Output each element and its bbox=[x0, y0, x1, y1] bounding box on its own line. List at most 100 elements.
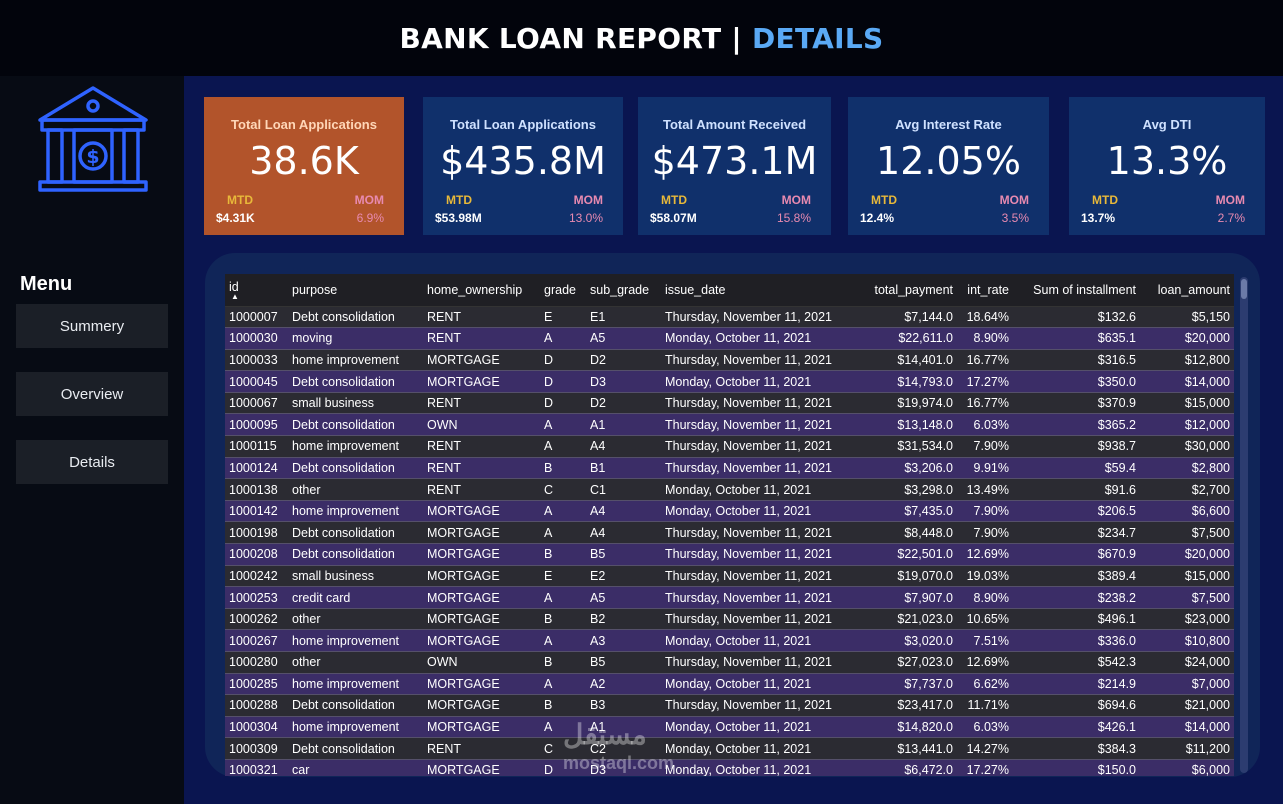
column-header-grade[interactable]: grade bbox=[540, 274, 586, 307]
table-cell: 16.77% bbox=[957, 349, 1013, 372]
table-cell: Monday, October 11, 2021 bbox=[661, 370, 840, 393]
table-cell: Debt consolidation bbox=[288, 413, 423, 437]
table-cell: RENT bbox=[423, 737, 540, 760]
table-row[interactable]: 1000095 Debt consolidation OWN A A1 Thursday,… bbox=[225, 413, 1234, 437]
kpi-card-loan-amount[interactable]: Total Loan Applications $435.8M MTD MOM … bbox=[423, 97, 623, 235]
table-cell: $2,800 bbox=[1140, 457, 1234, 480]
kpi-title: Avg DTI bbox=[1142, 117, 1192, 132]
table-cell: A4 bbox=[586, 435, 661, 458]
table-row[interactable]: 1000309 Debt consolidation RENT C C2 Monday, … bbox=[225, 737, 1234, 760]
table-row[interactable]: 1000030 moving RENT A A5 Monday, October 11, … bbox=[225, 327, 1234, 350]
table-cell: A3 bbox=[586, 629, 661, 652]
column-header-home-ownership[interactable]: home_ownership bbox=[423, 274, 540, 307]
table-row[interactable]: 1000124 Debt consolidation RENT B B1 Thursday… bbox=[225, 457, 1234, 480]
column-header-issue-date[interactable]: issue_date bbox=[661, 274, 840, 307]
table-cell: $3,298.0 bbox=[840, 478, 957, 501]
table-cell: MORTGAGE bbox=[423, 500, 540, 523]
table-cell: RENT bbox=[423, 478, 540, 501]
table-row[interactable]: 1000262 other MORTGAGE B B2 Thursday, Novembe… bbox=[225, 608, 1234, 631]
table-cell: B bbox=[540, 608, 586, 631]
table-cell: 1000138 bbox=[225, 478, 288, 501]
table-row[interactable]: 1000142 home improvement MORTGAGE A A4 Monday… bbox=[225, 500, 1234, 523]
table-cell: $214.9 bbox=[1013, 673, 1140, 696]
column-header-purpose[interactable]: purpose bbox=[288, 274, 423, 307]
table-cell: $91.6 bbox=[1013, 478, 1140, 501]
table-cell: 17.27% bbox=[957, 370, 1013, 393]
table-row[interactable]: 1000267 home improvement MORTGAGE A A3 Monday… bbox=[225, 629, 1234, 652]
table-cell: home improvement bbox=[288, 435, 423, 458]
table-cell: 1000285 bbox=[225, 673, 288, 696]
nav-overview-button[interactable]: Overview bbox=[16, 372, 168, 416]
sidebar: $ Menu Summery Overview Details bbox=[0, 76, 184, 804]
table-row[interactable]: 1000198 Debt consolidation MORTGAGE A A4 Thur… bbox=[225, 521, 1234, 545]
table-cell: $336.0 bbox=[1013, 629, 1140, 652]
column-header-sub-grade[interactable]: sub_grade bbox=[586, 274, 661, 307]
table-cell: D3 bbox=[586, 759, 661, 776]
table-row[interactable]: 1000253 credit card MORTGAGE A A5 Thursday, N… bbox=[225, 586, 1234, 609]
column-header-int-rate[interactable]: int_rate bbox=[957, 274, 1013, 307]
table-cell: 1000321 bbox=[225, 759, 288, 776]
table-row[interactable]: 1000115 home improvement RENT A A4 Thursday, … bbox=[225, 435, 1234, 458]
kpi-card-avg-dti[interactable]: Avg DTI 13.3% MTD MOM 13.7% 2.7% bbox=[1069, 97, 1265, 235]
scrollbar-thumb[interactable] bbox=[1241, 279, 1247, 299]
table-cell: MORTGAGE bbox=[423, 586, 540, 609]
table-cell: $7,435.0 bbox=[840, 500, 957, 523]
table-cell: Debt consolidation bbox=[288, 694, 423, 717]
table-row[interactable]: 1000285 home improvement MORTGAGE A A2 Monday… bbox=[225, 673, 1234, 696]
kpi-card-applications-count[interactable]: Total Loan Applications 38.6K MTD MOM $4… bbox=[204, 97, 404, 235]
table-cell: 8.90% bbox=[957, 327, 1013, 350]
table-cell: 12.69% bbox=[957, 543, 1013, 566]
table-cell: Debt consolidation bbox=[288, 543, 423, 566]
table-row[interactable]: 1000067 small business RENT D D2 Thursday, No… bbox=[225, 392, 1234, 415]
table-cell: A4 bbox=[586, 521, 661, 545]
nav-details-button[interactable]: Details bbox=[16, 440, 168, 484]
table-row[interactable]: 1000033 home improvement MORTGAGE D D2 Thursd… bbox=[225, 349, 1234, 372]
kpi-mtd-label: MTD bbox=[227, 193, 253, 207]
table-cell: 19.03% bbox=[957, 565, 1013, 588]
table-scrollbar[interactable] bbox=[1240, 277, 1248, 773]
sort-ascending-icon: ▲ bbox=[231, 291, 239, 301]
table-cell: Debt consolidation bbox=[288, 457, 423, 480]
table-cell: 1000208 bbox=[225, 543, 288, 566]
table-cell: B1 bbox=[586, 457, 661, 480]
table-row[interactable]: 1000208 Debt consolidation MORTGAGE B B5 Thur… bbox=[225, 543, 1234, 566]
table-cell: A bbox=[540, 413, 586, 437]
table-cell: A1 bbox=[586, 413, 661, 437]
table-row[interactable]: 1000007 Debt consolidation RENT E E1 Thursday… bbox=[225, 306, 1234, 329]
table-row[interactable]: 1000288 Debt consolidation MORTGAGE B B3 Thur… bbox=[225, 694, 1234, 717]
table-cell: B5 bbox=[586, 543, 661, 566]
table-cell: 18.64% bbox=[957, 306, 1013, 329]
kpi-card-amount-received[interactable]: Total Amount Received $473.1M MTD MOM $5… bbox=[638, 97, 831, 235]
table-cell: 1000067 bbox=[225, 392, 288, 415]
table-cell: $426.1 bbox=[1013, 716, 1140, 739]
kpi-value: $435.8M bbox=[440, 139, 606, 183]
column-header-id[interactable]: id ▲ bbox=[225, 274, 288, 307]
details-table[interactable]: id ▲ purpose home_ownership grade sub_gra… bbox=[225, 274, 1234, 776]
table-cell: 1000267 bbox=[225, 629, 288, 652]
table-cell: $30,000 bbox=[1140, 435, 1234, 458]
column-header-loan-amount[interactable]: loan_amount bbox=[1140, 274, 1234, 307]
kpi-value: 12.05% bbox=[876, 139, 1021, 183]
table-cell: $132.6 bbox=[1013, 306, 1140, 329]
table-cell: Thursday, November 11, 2021 bbox=[661, 586, 840, 609]
kpi-mom-value: 2.7% bbox=[1217, 211, 1245, 225]
column-header-sum-of-installment[interactable]: Sum of installment bbox=[1013, 274, 1140, 307]
kpi-card-interest-rate[interactable]: Avg Interest Rate 12.05% MTD MOM 12.4% 3… bbox=[848, 97, 1049, 235]
nav-summery-button[interactable]: Summery bbox=[16, 304, 168, 348]
table-row[interactable]: 1000138 other RENT C C1 Monday, October 11, 2… bbox=[225, 478, 1234, 501]
table-cell: B bbox=[540, 694, 586, 717]
kpi-title: Avg Interest Rate bbox=[895, 117, 1002, 132]
table-row[interactable]: 1000045 Debt consolidation MORTGAGE D D3 Mond… bbox=[225, 370, 1234, 393]
column-header-total-payment[interactable]: total_payment bbox=[840, 274, 957, 307]
table-cell: A bbox=[540, 500, 586, 523]
table-row[interactable]: 1000321 car MORTGAGE D D3 Monday, October 11,… bbox=[225, 759, 1234, 776]
table-cell: $384.3 bbox=[1013, 737, 1140, 760]
table-cell: MORTGAGE bbox=[423, 608, 540, 631]
table-row[interactable]: 1000242 small business MORTGAGE E E2 Thursday… bbox=[225, 565, 1234, 588]
table-cell: Monday, October 11, 2021 bbox=[661, 673, 840, 696]
table-cell: $365.2 bbox=[1013, 413, 1140, 437]
kpi-title: Total Loan Applications bbox=[231, 117, 377, 132]
table-cell: C bbox=[540, 478, 586, 501]
table-row[interactable]: 1000304 home improvement MORTGAGE A A1 Monday… bbox=[225, 716, 1234, 739]
table-row[interactable]: 1000280 other OWN B B5 Thursday, November 11,… bbox=[225, 651, 1234, 674]
